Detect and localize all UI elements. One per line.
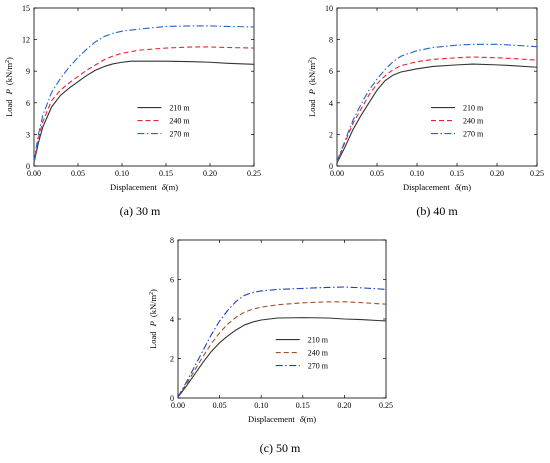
series-line-1 bbox=[177, 301, 387, 398]
x-axis-label-text: Displacement bbox=[248, 414, 297, 424]
series-line-2 bbox=[33, 25, 255, 162]
legend-label-2: 270 m bbox=[169, 130, 190, 139]
y-axis-unit-close: ) bbox=[307, 57, 317, 60]
panel-caption: (b) 40 m bbox=[416, 204, 458, 218]
y-tick-label: 0 bbox=[170, 394, 174, 403]
y-axis-symbol: P bbox=[4, 87, 14, 95]
series-line-1 bbox=[336, 56, 538, 163]
x-tick-label: 0.05 bbox=[213, 401, 227, 410]
y-tick-label: 3 bbox=[26, 130, 30, 139]
y-axis-label-text: Load bbox=[148, 329, 158, 349]
x-axis-symbol: δ bbox=[455, 182, 460, 192]
plot-frame bbox=[336, 7, 538, 167]
x-tick-label: 0.05 bbox=[370, 169, 384, 178]
chart-panel-1: 0.00 0.05 0.10 0.15 0.20 0.25 0 2 4 6 8 10 Displacem… bbox=[307, 4, 544, 218]
y-axis-label: Load P (kN/m2) bbox=[307, 57, 317, 117]
y-tick-label: 6 bbox=[26, 99, 30, 108]
y-tick-label: 8 bbox=[329, 36, 333, 45]
x-axis-label-text: Displacement bbox=[403, 182, 452, 192]
legend-label-1: 240 m bbox=[308, 349, 329, 358]
plot-frame bbox=[33, 7, 255, 167]
y-tick-label: 12 bbox=[22, 36, 30, 45]
x-axis-symbol: δ bbox=[300, 414, 305, 424]
panel-caption: (a) 30 m bbox=[120, 204, 161, 218]
x-tick-label: 0.20 bbox=[203, 169, 217, 178]
x-tick-label: 0.10 bbox=[410, 169, 424, 178]
y-tick-label: 2 bbox=[329, 130, 333, 139]
x-tick-label: 0.25 bbox=[247, 169, 261, 178]
series-line-2 bbox=[336, 43, 538, 162]
x-tick-label: 0.20 bbox=[337, 401, 351, 410]
x-axis-label-text: Displacement bbox=[110, 182, 159, 192]
series-line-1 bbox=[33, 46, 255, 163]
x-axis-label: Displacement δ(m) bbox=[403, 182, 471, 192]
y-tick-label: 4 bbox=[170, 315, 174, 324]
y-axis-label-text: Load bbox=[4, 97, 14, 117]
x-tick-label: 0.25 bbox=[379, 401, 393, 410]
x-tick-label: 0.00 bbox=[330, 169, 344, 178]
y-tick-label: 0 bbox=[26, 162, 30, 171]
x-tick-label: 0.20 bbox=[490, 169, 504, 178]
y-tick-label: 10 bbox=[325, 4, 333, 13]
series-line-0 bbox=[336, 63, 538, 164]
y-tick-label: 0 bbox=[329, 162, 333, 171]
x-tick-label: 0.00 bbox=[171, 401, 185, 410]
y-axis-unit-close: ) bbox=[4, 57, 14, 60]
x-tick-label: 0.05 bbox=[71, 169, 85, 178]
x-tick-label: 0.25 bbox=[530, 169, 544, 178]
x-axis-unit: (m) bbox=[166, 182, 178, 192]
x-tick-label: 0.15 bbox=[450, 169, 464, 178]
y-axis-label: Load P (kN/m2) bbox=[4, 57, 14, 117]
series-line-2 bbox=[177, 286, 387, 398]
legend-label-2: 270 m bbox=[308, 362, 329, 371]
y-tick-label: 6 bbox=[170, 276, 174, 285]
y-axis-symbol: P bbox=[307, 87, 317, 95]
chart-panel-0: 0.00 0.05 0.10 0.15 0.20 0.25 0 3 6 9 12 15 Displace… bbox=[4, 4, 261, 218]
y-axis-unit-superscript: 2 bbox=[308, 60, 314, 63]
y-tick-label: 15 bbox=[22, 4, 30, 13]
y-axis-unit-superscript: 2 bbox=[149, 292, 155, 295]
legend-label-1: 240 m bbox=[463, 117, 484, 126]
x-tick-label: 0.15 bbox=[159, 169, 173, 178]
y-tick-label: 6 bbox=[329, 67, 333, 76]
y-axis-unit: (kN/m bbox=[307, 63, 317, 86]
chart-panel-2: 0.00 0.05 0.10 0.15 0.20 0.25 0 2 4 6 8 Displacemen… bbox=[148, 236, 393, 455]
series-line-0 bbox=[33, 60, 255, 163]
y-tick-label: 8 bbox=[170, 236, 174, 245]
y-axis-symbol: P bbox=[148, 319, 158, 327]
y-axis-unit-superscript: 2 bbox=[5, 60, 11, 63]
panel-caption: (c) 50 m bbox=[260, 441, 301, 455]
y-axis-unit-close: ) bbox=[148, 289, 158, 292]
y-tick-label: 4 bbox=[329, 99, 333, 108]
legend-label-0: 210 m bbox=[308, 336, 329, 345]
x-axis-label: Displacement δ(m) bbox=[248, 414, 316, 424]
x-tick-label: 0.15 bbox=[296, 401, 310, 410]
x-axis-symbol: δ bbox=[162, 182, 167, 192]
legend-label-1: 240 m bbox=[169, 117, 190, 126]
y-tick-label: 9 bbox=[26, 67, 30, 76]
x-tick-label: 0.10 bbox=[254, 401, 268, 410]
x-tick-label: 0.00 bbox=[27, 169, 41, 178]
y-axis-unit: (kN/m bbox=[148, 295, 158, 318]
y-axis-unit: (kN/m bbox=[4, 63, 14, 86]
x-axis-label: Displacement δ(m) bbox=[110, 182, 178, 192]
series-line-0 bbox=[177, 317, 387, 398]
y-axis-label-text: Load bbox=[307, 97, 317, 117]
legend-label-2: 270 m bbox=[463, 130, 484, 139]
y-axis-label: Load P (kN/m2) bbox=[148, 289, 158, 349]
legend-label-0: 210 m bbox=[169, 104, 190, 113]
y-tick-label: 2 bbox=[170, 355, 174, 364]
x-tick-label: 0.10 bbox=[115, 169, 129, 178]
legend-label-0: 210 m bbox=[463, 104, 484, 113]
x-axis-unit: (m) bbox=[304, 414, 316, 424]
x-axis-unit: (m) bbox=[459, 182, 471, 192]
